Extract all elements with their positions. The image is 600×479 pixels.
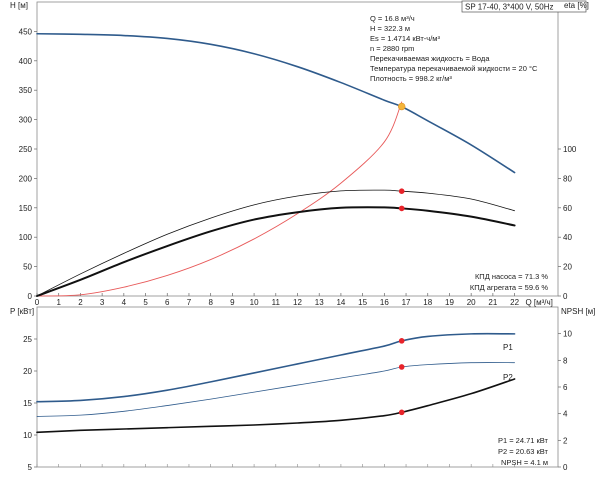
q-axis-tick-label: 22 — [510, 298, 519, 307]
head-axis-tick-label: 50 — [23, 263, 32, 272]
q-axis-tick-label: 14 — [336, 298, 345, 307]
power-axis-tick-label: 15 — [23, 399, 32, 408]
eta-axis-tick-label: 0 — [563, 292, 568, 301]
head-curve — [36, 32, 516, 174]
p2-series-label: P2 — [503, 373, 513, 382]
q-axis-tick-label: 2 — [78, 298, 83, 307]
p2-result-label: P2 = 20.63 кВт — [498, 447, 549, 456]
head-axis-tick-label: 250 — [19, 145, 33, 154]
head-axis-tick-label: 150 — [19, 204, 33, 213]
operating-point-marker — [398, 102, 406, 111]
operating-point-marker — [398, 364, 405, 370]
q-axis-tick-label: 15 — [358, 298, 367, 307]
head-axis-tick-label: 100 — [19, 233, 33, 242]
head-axis-tick-label: 350 — [19, 86, 33, 95]
q-axis-tick-label: 5 — [143, 298, 148, 307]
chart-title: SP 17-40, 3*400 V, 50Hz — [465, 3, 554, 12]
npsh-axis-tick-label: 6 — [563, 383, 568, 392]
q-axis-tick-label: 1 — [56, 298, 61, 307]
info-line-density: Плотность = 998.2 кг/м³ — [370, 74, 452, 83]
unit-efficiency-curve — [36, 206, 516, 297]
q-axis-tick-label: 0 — [35, 298, 40, 307]
head-axis-tick-label: 200 — [19, 174, 33, 183]
q-axis-tick-label: 21 — [488, 298, 497, 307]
power-axis-tick-label: 25 — [23, 335, 32, 344]
p1-series-label: P1 — [503, 343, 513, 352]
q-axis-tick-label: 20 — [467, 298, 476, 307]
head-axis-tick-label: 450 — [19, 27, 33, 36]
q-axis-tick-label: 18 — [423, 298, 432, 307]
npsh-curve — [36, 378, 516, 434]
info-line-temperature: Температура перекачиваемой жидкости = 20… — [370, 64, 538, 73]
q-axis-tick-label: 8 — [208, 298, 213, 307]
info-line-h: H = 322.3 м — [370, 24, 410, 33]
p1-power-curve — [36, 332, 516, 403]
head-axis-tick-label: 0 — [28, 292, 33, 301]
power-axis-tick-label: 20 — [23, 367, 32, 376]
q-axis-tick-label: 16 — [380, 298, 389, 307]
q-axis-tick-label: 13 — [315, 298, 324, 307]
title-box — [461, 0, 587, 13]
npsh-axis-tick-label: 2 — [563, 436, 568, 445]
eta-axis-tick-label: 40 — [563, 233, 572, 242]
operating-point-marker — [398, 409, 405, 416]
operating-point-marker — [398, 205, 405, 212]
info-line-es: Es = 1.4714 кВт-ч/м³ — [370, 34, 440, 43]
series-layer — [36, 32, 516, 434]
q-axis-tick-label: 6 — [165, 298, 170, 307]
head-axis-label-name: H [м] — [10, 1, 28, 10]
bottom-plot-frame — [36, 306, 559, 468]
axes-layer: 0501001502002503003504004500204060801000… — [19, 1, 577, 472]
unit-efficiency-label: КПД агрегата = 59.6 % — [470, 283, 548, 292]
head-axis-tick-label: 300 — [19, 116, 33, 125]
npsh-axis-tick-label: 0 — [563, 463, 568, 472]
info-line-q: Q = 16.8 м³/ч — [370, 14, 415, 23]
power-axis-label-name: P [кВт] — [10, 307, 34, 316]
info-line-n: n = 2880 rpm — [370, 44, 414, 53]
q-axis-tick-label: 19 — [445, 298, 454, 307]
eta-axis-tick-label: 100 — [563, 145, 577, 154]
p2-power-curve — [36, 362, 515, 417]
power-axis-tick-label: 5 — [28, 463, 33, 472]
eta-axis-label-name: eta [%] — [564, 1, 589, 10]
pump-efficiency-curve — [36, 189, 515, 297]
q-axis-tick-label: 12 — [293, 298, 302, 307]
npsh-axis-tick-label: 8 — [563, 356, 568, 365]
q-axis-label: Q [м³/ч] — [525, 298, 552, 307]
operating-point-marker — [398, 338, 405, 344]
head-axis-tick-label: 400 — [19, 57, 33, 66]
q-axis-tick-label: 11 — [272, 298, 281, 307]
q-axis-tick-label: 3 — [100, 298, 105, 307]
system-curve — [36, 101, 403, 297]
npsh-axis-tick-label: 10 — [563, 330, 572, 339]
q-axis-tick-label: 4 — [122, 298, 127, 307]
npsh-axis-tick-label: 4 — [563, 410, 568, 419]
npsh-result-label: NPSH = 4.1 м — [501, 458, 548, 467]
top-plot-frame — [36, 1, 559, 297]
eta-axis-tick-label: 80 — [563, 174, 572, 183]
npsh-axis-label-name: NPSH [м] — [561, 307, 595, 316]
power-axis-tick-label: 10 — [23, 431, 32, 440]
q-axis-tick-label: 10 — [250, 298, 259, 307]
operating-point-marker — [398, 188, 405, 194]
eta-axis-tick-label: 60 — [563, 204, 572, 213]
p1-result-label: P1 = 24.71 кВт — [498, 436, 549, 445]
eta-axis-tick-label: 20 — [563, 263, 572, 272]
text-layer: SP 17-40, 3*400 V, 50Hz H [м] eta [%] P … — [10, 0, 595, 467]
pump-efficiency-label: КПД насоса = 71.3 % — [475, 272, 548, 281]
q-axis-tick-label: 7 — [187, 298, 192, 307]
q-axis-tick-label: 9 — [230, 298, 235, 307]
q-axis-tick-label: 17 — [402, 298, 411, 307]
info-line-liquid: Перекачиваемая жидкость = Вода — [370, 54, 490, 63]
